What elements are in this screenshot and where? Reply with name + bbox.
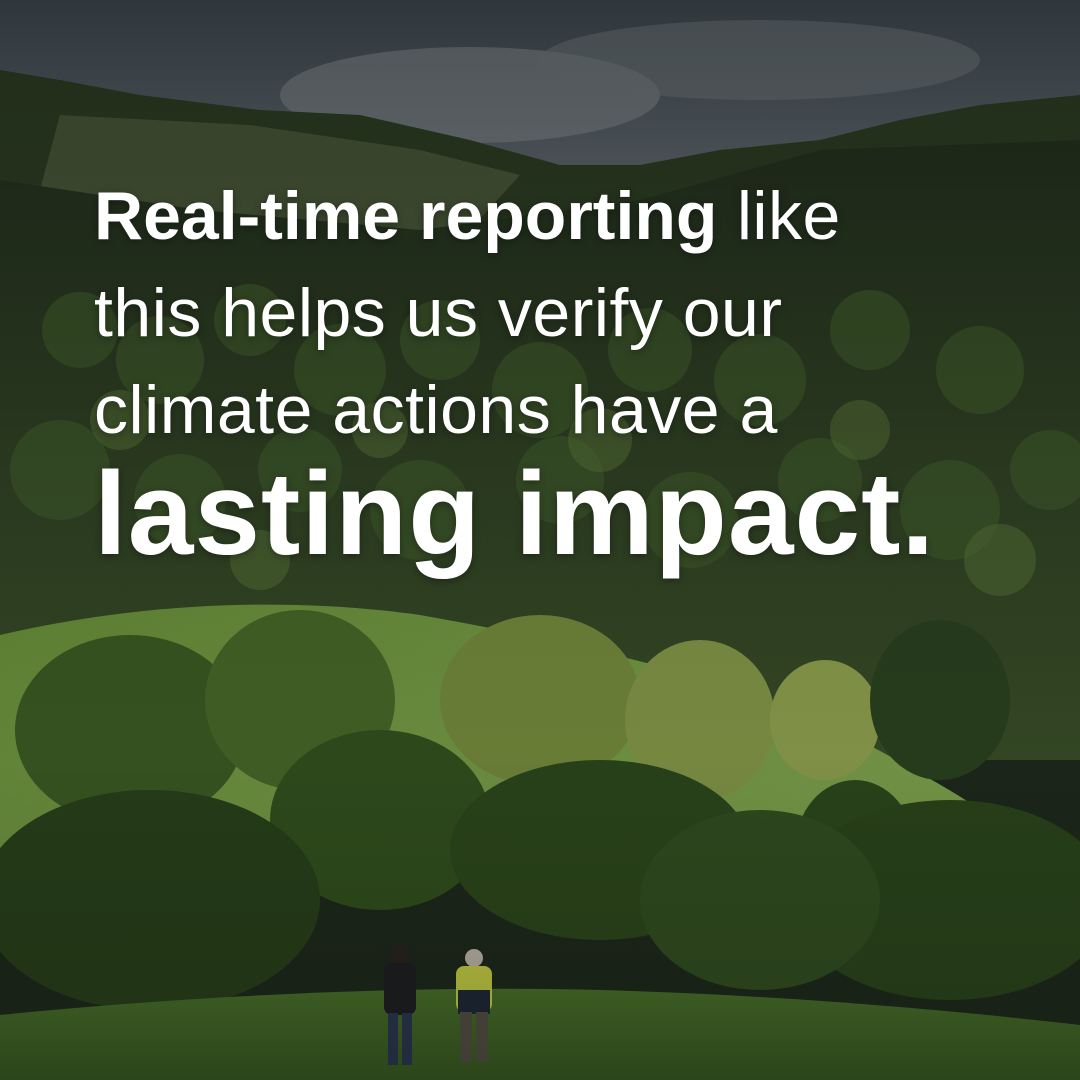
forest-canopy xyxy=(10,284,1080,568)
foreground-trees xyxy=(0,610,1080,1010)
forest-canopy-highlights xyxy=(90,390,1036,596)
cloud xyxy=(540,20,980,100)
headline-line-4: lasting impact. xyxy=(94,448,936,580)
headline-text: Real-time reporting like this helps us v… xyxy=(94,168,1034,575)
headline-line-3: climate actions have a xyxy=(94,372,778,448)
front-pasture xyxy=(0,988,1080,1080)
person-dark-jacket xyxy=(384,946,416,1065)
headline-line-1-rest: like xyxy=(717,178,841,254)
headline-emphasis: Real-time reporting xyxy=(94,178,718,254)
person-hi-vis-jacket xyxy=(456,949,492,1062)
headline-line-1: Real-time reporting like xyxy=(94,168,1034,265)
headline-line-2: this helps us verify our xyxy=(94,275,783,351)
